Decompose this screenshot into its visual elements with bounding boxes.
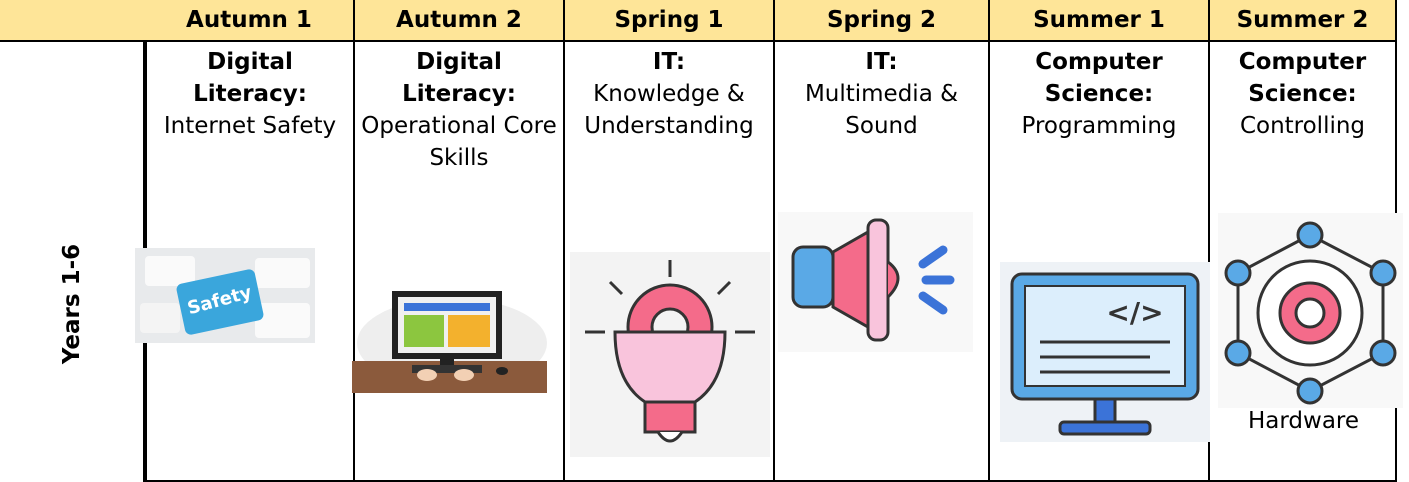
topic-cell: Computer Science: Controlling xyxy=(1210,42,1397,482)
column-header: Summer 2 xyxy=(1210,0,1397,42)
topic-icon xyxy=(570,252,770,461)
topic-cell: IT: Knowledge & Understanding xyxy=(565,42,775,482)
topic-cell: IT: Multimedia & Sound xyxy=(775,42,990,482)
column-header: Spring 2 xyxy=(775,0,990,42)
column-header: Autumn 1 xyxy=(145,0,355,42)
topic: Internet Safety xyxy=(163,113,337,139)
corner-cell xyxy=(0,0,147,42)
column-header: Autumn 2 xyxy=(355,0,565,42)
topic: Controlling xyxy=(1239,113,1366,139)
topic-note: Hardware xyxy=(1247,408,1360,434)
subject: Computer Science: xyxy=(1238,49,1367,107)
subject: Digital Literacy: xyxy=(193,49,307,107)
topic-icon xyxy=(778,212,973,356)
topic: Multimedia & Sound xyxy=(804,81,959,139)
row-label: Years 1-6 xyxy=(59,243,85,365)
topic: Programming xyxy=(1021,113,1177,139)
row-label-cell: Years 1-6 xyxy=(0,42,145,482)
topic-icon: Safety xyxy=(135,248,315,347)
topic-icon: </> xyxy=(1000,262,1210,446)
topic-icon xyxy=(1218,213,1403,412)
subject: Computer Science: xyxy=(1035,49,1163,107)
svg-text:</>: </> xyxy=(1106,296,1163,329)
subject: Digital Literacy: xyxy=(402,49,516,107)
topic-icon xyxy=(352,283,547,397)
column-header: Spring 1 xyxy=(565,0,775,42)
column-header: Summer 1 xyxy=(990,0,1210,42)
subject: IT: xyxy=(652,49,686,75)
topic: Knowledge & Understanding xyxy=(584,81,754,139)
topic: Operational Core Skills xyxy=(361,113,557,171)
subject: IT: xyxy=(865,49,898,75)
topic-cell: Digital Literacy: Operational Core Skills xyxy=(355,42,565,482)
